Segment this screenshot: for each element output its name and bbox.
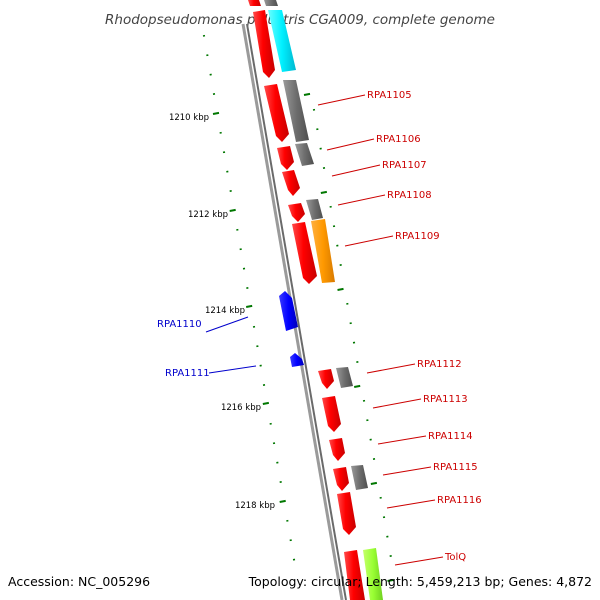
gene-arrow[interactable] — [288, 203, 305, 222]
ruler-major-tick — [212, 111, 220, 115]
gene-arrow[interactable] — [336, 367, 353, 388]
ruler-major-tick — [320, 190, 328, 194]
genome-summary-text: Topology: circular; Length: 5,459,213 bp… — [248, 574, 592, 589]
ruler-label: 1212 kbp — [188, 210, 228, 220]
ruler-label: 1216 kbp — [221, 403, 261, 413]
ruler-major-tick — [229, 208, 236, 212]
gene-arrow[interactable] — [295, 143, 314, 166]
gene-label[interactable]: TolQ — [444, 552, 466, 563]
map-title: Rhodopseudomonas palustris CGA009, compl… — [105, 12, 495, 28]
ruler-major-tick — [354, 384, 361, 388]
ruler-label: 1214 kbp — [205, 306, 245, 316]
gene-arrow[interactable] — [318, 369, 334, 389]
gene-arrow[interactable] — [363, 548, 383, 600]
gene-arrow[interactable] — [344, 550, 365, 600]
ruler-label: 1218 kbp — [235, 501, 275, 511]
ruler-major-tick — [279, 499, 286, 503]
ruler-major-tick — [262, 401, 270, 405]
gene-arrow[interactable] — [311, 219, 335, 283]
gene-arrow[interactable] — [290, 353, 304, 367]
gene-arrow[interactable] — [253, 10, 275, 78]
gene-arrow[interactable] — [282, 170, 300, 196]
gene-arrow[interactable] — [277, 146, 294, 170]
gene-label[interactable]: RPA1113 — [423, 394, 468, 405]
gene-label[interactable]: RPA1105 — [367, 90, 412, 101]
gene-arrow[interactable] — [264, 0, 278, 6]
gene-arrow[interactable] — [329, 438, 345, 461]
gene-label-leaders — [205, 94, 444, 566]
ruler-major-tick — [370, 481, 378, 485]
gene-arrow[interactable] — [337, 492, 356, 535]
gene-label[interactable]: RPA1114 — [428, 431, 473, 442]
gene-label[interactable]: RPA1116 — [437, 495, 482, 506]
gene-arrow[interactable] — [268, 10, 296, 72]
ruler-major-tick — [387, 578, 394, 582]
ruler-major-tick — [303, 92, 311, 96]
accession-text: Accession: NC_005296 — [8, 574, 150, 589]
ruler-label: 1210 kbp — [169, 113, 209, 123]
gene-arrow[interactable] — [264, 84, 289, 142]
gene-label[interactable]: RPA1110 — [157, 319, 202, 330]
gene-features — [248, 0, 383, 600]
gene-arrow[interactable] — [351, 465, 368, 490]
ruler-ticks — [202, 34, 394, 582]
gene-label[interactable]: RPA1111 — [165, 368, 210, 379]
gene-label[interactable]: RPA1109 — [395, 231, 440, 242]
gene-arrow[interactable] — [279, 291, 298, 331]
gene-arrow[interactable] — [248, 0, 261, 6]
ruler-major-tick — [245, 304, 253, 308]
ruler-labels: 1210 kbp 1212 kbp 1214 kbp 1216 kbp 1218… — [169, 113, 275, 511]
gene-arrow[interactable] — [322, 396, 341, 432]
gene-arrow[interactable] — [292, 222, 317, 284]
gene-label[interactable]: RPA1106 — [376, 134, 421, 145]
gene-label[interactable]: RPA1112 — [417, 359, 462, 370]
gene-labels: RPA1105 RPA1106 RPA1107 RPA1108 RPA1109 … — [157, 90, 482, 563]
ruler-major-tick — [337, 287, 344, 291]
gene-arrow[interactable] — [306, 199, 323, 220]
gene-arrow[interactable] — [283, 80, 309, 142]
gene-label[interactable]: RPA1115 — [433, 462, 478, 473]
gene-arrow[interactable] — [333, 467, 349, 491]
gene-label[interactable]: RPA1108 — [387, 190, 432, 201]
gene-label[interactable]: RPA1107 — [382, 160, 427, 171]
